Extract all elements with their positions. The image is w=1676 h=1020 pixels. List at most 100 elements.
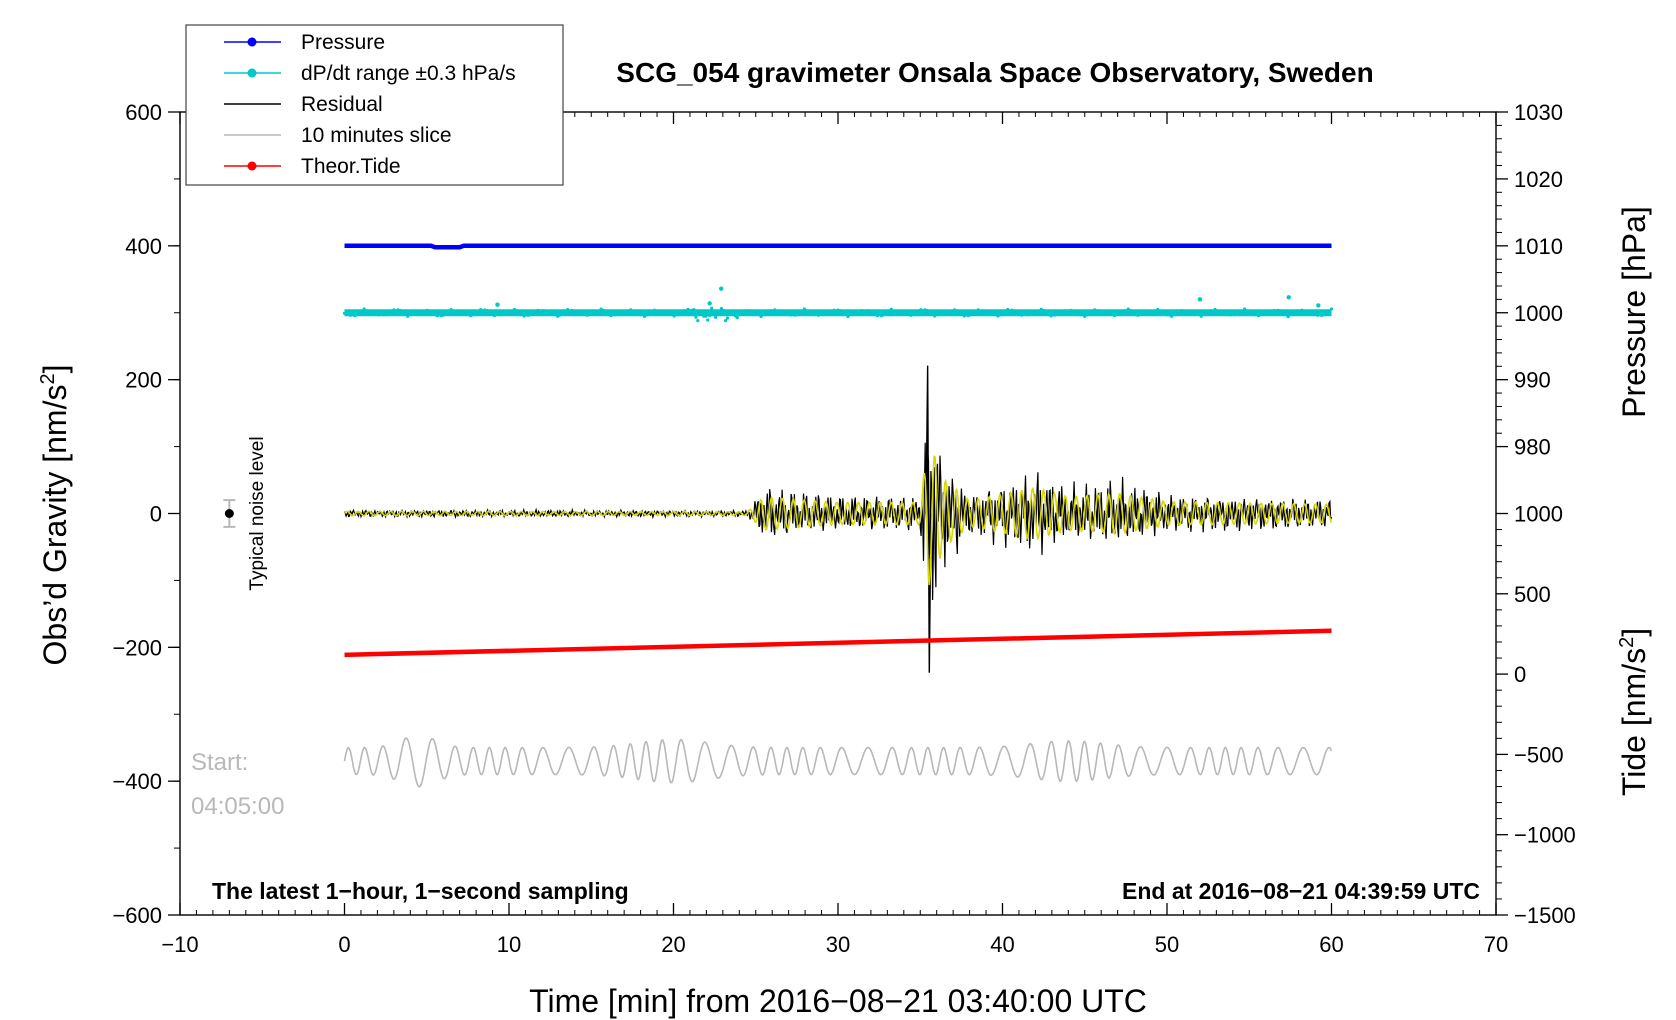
- pressure-tick-label: 1000: [1514, 301, 1563, 326]
- x-axis-label: Time [min] from 2016−08−21 03:40:00 UTC: [529, 983, 1147, 1019]
- dpdt-point: [1037, 309, 1041, 313]
- dpdt-point: [621, 311, 625, 315]
- dpdt-point: [670, 312, 674, 316]
- x-tick-label: 50: [1155, 932, 1179, 957]
- dpdt-point: [658, 309, 662, 313]
- dpdt-point: [597, 309, 601, 313]
- dpdt-point: [1012, 309, 1016, 313]
- dpdt-point: [719, 307, 724, 311]
- y-tick-label: 200: [125, 368, 162, 393]
- dpdt-point: [398, 308, 402, 312]
- x-tick-label: 70: [1484, 932, 1508, 957]
- y-axis-label-tide-text: Tide [nm/s: [1616, 648, 1652, 796]
- filtered-residual-line: [343, 455, 1333, 586]
- dpdt-point: [431, 310, 435, 314]
- dpdt-point: [721, 308, 726, 313]
- dpdt-point: [725, 316, 730, 320]
- y-axis-label-gravity-sup: 2: [37, 373, 59, 384]
- dpdt-point: [800, 309, 805, 313]
- legend-swatch-marker: [247, 37, 257, 47]
- slice-line: [343, 737, 1333, 788]
- dpdt-point: [1235, 312, 1239, 316]
- dpdt-point: [1172, 313, 1176, 317]
- dpdt-point: [388, 312, 392, 316]
- dpdt-point: [644, 313, 649, 317]
- noise-marker: Typical noise level: [223, 436, 268, 591]
- y-tick-label: −400: [112, 769, 162, 794]
- dpdt-point: [704, 314, 708, 318]
- dpdt-point: [982, 309, 986, 313]
- dpdt-point: [1132, 310, 1136, 314]
- noise-level-label: Typical noise level: [247, 436, 268, 590]
- dpdt-point: [718, 310, 722, 314]
- noise-point: [224, 509, 234, 518]
- dpdt-point: [1154, 309, 1158, 314]
- dpdt-outlier: [1286, 295, 1291, 300]
- series-layer: [342, 243, 1334, 788]
- tide-tick-label: 0: [1514, 662, 1526, 687]
- dpdt-point: [461, 310, 465, 314]
- dpdt-point: [510, 310, 514, 314]
- dpdt-point: [1045, 310, 1049, 314]
- dpdt-point: [1322, 313, 1326, 317]
- dpdt-point: [939, 312, 943, 316]
- dpdt-point: [678, 313, 682, 317]
- dpdt-point: [605, 310, 609, 314]
- legend-swatch-marker: [247, 161, 257, 171]
- dpdt-point: [1031, 312, 1035, 316]
- y-tick-label: 600: [125, 100, 162, 125]
- y-axis-label-gravity-close: ]: [37, 365, 73, 374]
- dpdt-point: [1284, 313, 1288, 317]
- y-tick-label: 400: [125, 234, 162, 259]
- dpdt-point: [700, 310, 704, 314]
- pressure-tick-label: 1010: [1514, 234, 1563, 259]
- dpdt-point: [708, 313, 712, 318]
- dpdt-point: [828, 311, 832, 315]
- dpdt-point: [601, 308, 605, 312]
- dpdt-point: [354, 313, 358, 317]
- chart-title: SCG_054 gravimeter Onsala Space Observat…: [616, 57, 1373, 88]
- dpdt-point: [475, 312, 479, 316]
- dpdt-point: [1191, 310, 1195, 314]
- dpdt-point: [889, 307, 893, 311]
- dpdt-outlier: [719, 286, 724, 291]
- dpdt-point: [844, 312, 848, 317]
- legend-label: dP/dt range ±0.3 hPa/s: [301, 62, 516, 85]
- x-tick-label: 10: [497, 932, 521, 957]
- dpdt-point: [562, 311, 566, 316]
- pressure-tick-label: 1030: [1514, 100, 1563, 125]
- dpdt-point: [635, 309, 639, 313]
- legend-box: [185, 24, 564, 186]
- dpdt-point: [1312, 310, 1316, 314]
- dpdt-point: [1205, 312, 1209, 316]
- dpdt-point: [423, 310, 427, 314]
- dpdt-point: [808, 309, 813, 313]
- dpdt-point: [1329, 307, 1334, 311]
- dpdt-point: [757, 312, 761, 316]
- dpdt-point: [1002, 311, 1006, 316]
- slice-start-time: 04:05:00: [191, 793, 284, 820]
- pressure-tick-label: 990: [1514, 368, 1551, 393]
- dpdt-point: [692, 308, 696, 312]
- legend-label: Residual: [301, 93, 383, 116]
- dpdt-point: [765, 312, 769, 316]
- dpdt-point: [710, 306, 714, 310]
- dpdt-point: [735, 316, 739, 320]
- x-tick-label: 60: [1319, 932, 1343, 957]
- dpdt-point: [1098, 309, 1103, 313]
- dpdt-point: [1249, 309, 1253, 313]
- dpdt-point: [714, 315, 718, 319]
- dpdt-point: [441, 313, 445, 317]
- dpdt-point: [554, 312, 558, 316]
- y-axis-label-gravity: Obs’d Gravity [nm/s2]: [37, 365, 73, 666]
- legend: Pressure dP/dt range ±0.3 hPa/s Residual 10…: [185, 24, 564, 186]
- dpdt-point: [881, 313, 886, 317]
- dpdt-point: [871, 310, 876, 314]
- dpdt-point: [1148, 311, 1152, 316]
- dpdt-point: [528, 313, 532, 317]
- dpdt-point: [694, 315, 698, 319]
- legend-label: Theor.Tide: [301, 155, 401, 178]
- dpdt-point: [895, 309, 899, 313]
- tide-tick-label: −1500: [1514, 903, 1576, 928]
